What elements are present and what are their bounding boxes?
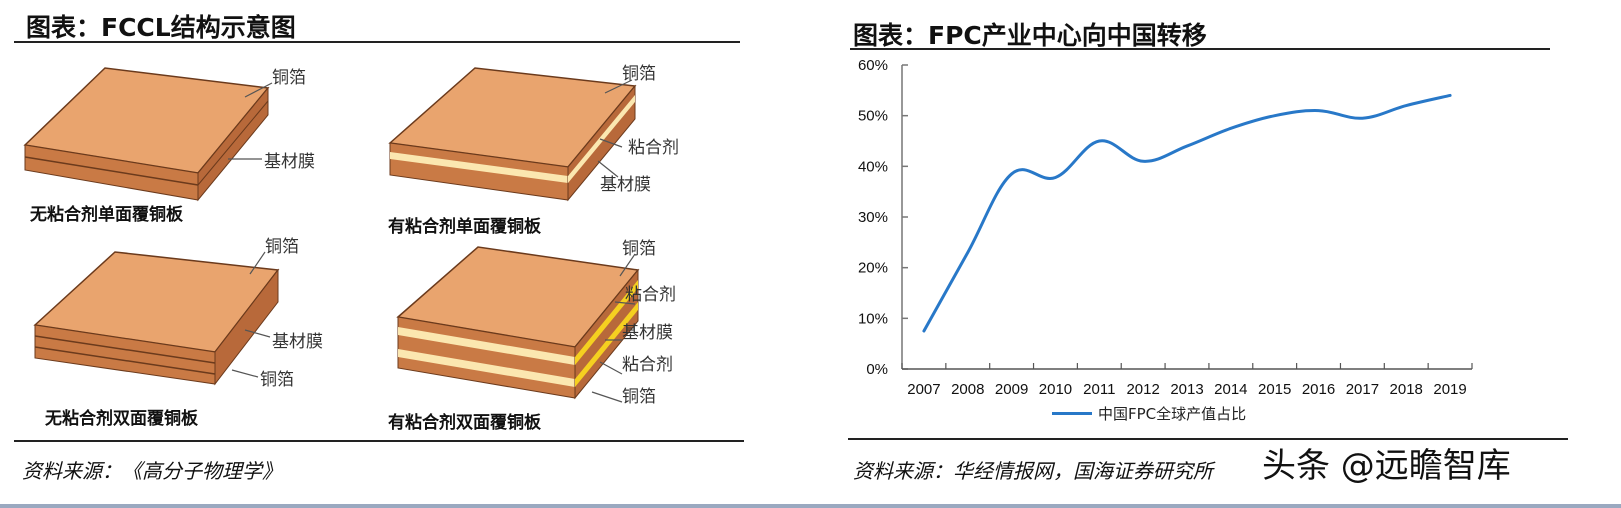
diagram-no-adhesive-double: 铜箔 基材膜 铜箔 无粘合剂双面覆铜板: [0, 232, 370, 432]
label-adhesive: 粘合剂: [628, 138, 679, 158]
label-copper-foil: 铜箔: [622, 387, 656, 407]
diagram-adhesive-double: 铜箔 粘合剂 基材膜 粘合剂 铜箔 有粘合剂双面覆铜板: [360, 232, 740, 433]
right-source-rule: [848, 438, 1568, 440]
x-tick-label: 2014: [1214, 381, 1247, 398]
label-copper-foil: 铜箔: [622, 239, 656, 259]
label-copper-foil: 铜箔: [272, 68, 306, 88]
series-line-china-fpc-share: [922, 93, 1452, 333]
label-adhesive: 粘合剂: [622, 355, 673, 375]
y-axis: 0% 10% 20% 30% 40% 50% 60%: [858, 57, 908, 378]
bottom-border: [0, 504, 1621, 508]
x-tick-label: 2009: [995, 381, 1028, 398]
laminate-illustration: [33, 251, 280, 386]
y-tick-label: 0%: [866, 361, 888, 378]
left-source-note: 资料来源：《高分子物理学》: [22, 459, 282, 483]
line-chart: 0% 10% 20% 30% 40% 50% 60% 2007 2008 2009 2010 201…: [858, 57, 1473, 398]
laminate-illustration: [396, 246, 640, 403]
label-copper-foil: 铜箔: [260, 370, 294, 390]
label-substrate-film: 基材膜: [622, 323, 673, 343]
x-tick-label: 2013: [1170, 381, 1203, 398]
y-tick-label: 10%: [858, 310, 888, 327]
y-tick-label: 20%: [858, 260, 888, 277]
diagram-caption: 有粘合剂单面覆铜板: [388, 217, 541, 237]
label-copper-foil: 铜箔: [265, 237, 299, 257]
diagram-adhesive-single: 铜箔 粘合剂 基材膜 有粘合剂单面覆铜板: [360, 55, 740, 237]
x-tick-label: 2019: [1433, 381, 1466, 398]
left-panel-title: 图表：FCCL结构示意图: [26, 13, 296, 42]
left-source-rule: [14, 440, 744, 442]
x-tick-label: 2018: [1390, 381, 1423, 398]
x-tick-label: 2011: [1083, 381, 1115, 398]
label-substrate-film: 基材膜: [272, 332, 323, 352]
watermark: 头条 @远瞻智库: [1262, 446, 1511, 486]
x-tick-label: 2016: [1302, 381, 1335, 398]
right-title-rule: [850, 48, 1550, 50]
diagram-no-adhesive-single: 铜箔 基材膜 无粘合剂单面覆铜板: [0, 55, 370, 235]
y-tick-label: 40%: [858, 158, 888, 175]
chart-legend: 中国FPC全球产值占比: [1052, 403, 1246, 424]
diagram-caption: 无粘合剂双面覆铜板: [45, 409, 198, 429]
label-copper-foil: 铜箔: [622, 64, 656, 84]
y-tick-label: 50%: [858, 108, 888, 125]
right-source-note: 资料来源：华经情报网，国海证券研究所: [853, 459, 1213, 483]
x-tick-label: 2017: [1346, 381, 1379, 398]
legend-label: 中国FPC全球产值占比: [1098, 405, 1247, 423]
x-tick-label: 2012: [1126, 381, 1159, 398]
diagram-caption: 无粘合剂单面覆铜板: [30, 205, 183, 225]
right-panel-title: 图表：FPC产业中心向中国转移: [853, 21, 1207, 50]
laminate-illustration: [388, 67, 637, 202]
label-substrate-film: 基材膜: [600, 175, 651, 195]
x-tick-label: 2015: [1258, 381, 1291, 398]
laminate-illustration: [23, 67, 273, 202]
x-tick-label: 2008: [951, 381, 984, 398]
diagram-caption: 有粘合剂双面覆铜板: [388, 413, 541, 433]
y-tick-label: 60%: [858, 57, 888, 74]
x-tick-label: 2007: [907, 381, 940, 398]
x-tick-label: 2010: [1039, 381, 1072, 398]
x-axis: 2007 2008 2009 2010 2011 2012 2013 2014 2015 2016…: [901, 363, 1473, 398]
label-substrate-film: 基材膜: [264, 152, 315, 172]
legend-line-swatch: [1052, 412, 1092, 415]
left-title-rule: [14, 41, 740, 43]
y-tick-label: 30%: [858, 209, 888, 226]
label-adhesive: 粘合剂: [625, 285, 676, 305]
